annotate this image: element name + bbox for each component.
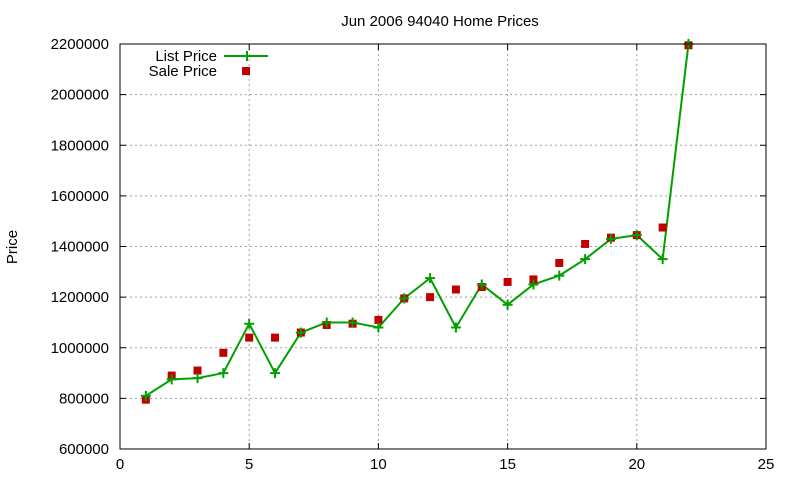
sale-price-point xyxy=(374,315,383,324)
legend-label-sale-price: Sale Price xyxy=(149,63,217,80)
sale-price-point xyxy=(503,277,512,286)
sale-price-point xyxy=(219,348,228,357)
list-price-point xyxy=(295,327,306,338)
y-tick-label: 2000000 xyxy=(51,87,109,104)
list-price-point xyxy=(140,390,151,401)
y-tick-label: 1200000 xyxy=(51,289,109,306)
y-tick-label: 1400000 xyxy=(51,239,109,256)
list-price-point xyxy=(192,373,203,384)
y-tick-label: 800000 xyxy=(59,390,109,407)
list-price-point xyxy=(399,293,410,304)
list-price-point xyxy=(425,273,436,284)
list-price-point xyxy=(450,322,461,333)
y-tick-label: 600000 xyxy=(59,441,109,458)
list-price-point xyxy=(580,254,591,265)
y-axis-label: Price xyxy=(4,230,21,264)
list-price-point xyxy=(321,317,332,328)
sale-price-point xyxy=(271,333,280,342)
ticks-layer: 0 5 10 15 20 25 600000 800000 1000000 1200000 1400… xyxy=(51,36,775,473)
legend-marker-sale-price xyxy=(242,67,250,75)
list-price-point xyxy=(218,368,229,379)
legend-marker-list-price xyxy=(242,51,252,61)
series-layer xyxy=(140,39,694,404)
legend: List Price Sale Price xyxy=(149,48,268,80)
sale-price-point xyxy=(451,285,460,294)
grid-layer xyxy=(120,44,766,449)
legend-label-list-price: List Price xyxy=(155,48,217,65)
sale-price-point xyxy=(658,223,667,232)
sale-price-point xyxy=(426,293,435,302)
sale-price-point xyxy=(581,239,590,248)
x-tick-label: 20 xyxy=(628,456,645,473)
x-tick-label: 15 xyxy=(499,456,516,473)
y-tick-label: 1800000 xyxy=(51,137,109,154)
y-tick-label: 1600000 xyxy=(51,188,109,205)
series-line-list-price xyxy=(145,43,690,397)
sale-price-point xyxy=(245,333,254,342)
x-tick-label: 0 xyxy=(116,456,124,473)
x-tick-label: 5 xyxy=(245,456,253,473)
list-price-point xyxy=(373,322,384,333)
sale-price-point xyxy=(529,275,538,284)
x-tick-label: 10 xyxy=(370,456,387,473)
list-price-point xyxy=(605,233,616,244)
chart-title: Jun 2006 94040 Home Prices xyxy=(341,13,539,30)
x-tick-label: 25 xyxy=(758,456,775,473)
y-tick-label: 2200000 xyxy=(51,36,109,53)
list-price-point xyxy=(657,254,668,265)
list-price-point xyxy=(347,317,358,328)
sale-price-point xyxy=(555,258,564,267)
list-price-point xyxy=(554,270,565,281)
plot-frame xyxy=(119,43,767,450)
list-price-point xyxy=(502,299,513,310)
list-price-point xyxy=(244,318,255,329)
sale-price-point xyxy=(193,366,202,375)
y-tick-label: 1000000 xyxy=(51,340,109,357)
list-price-point xyxy=(270,368,281,379)
list-price-point xyxy=(631,230,642,241)
list-price-point xyxy=(528,279,539,290)
list-price-point xyxy=(476,279,487,290)
list-price-point xyxy=(166,374,177,385)
